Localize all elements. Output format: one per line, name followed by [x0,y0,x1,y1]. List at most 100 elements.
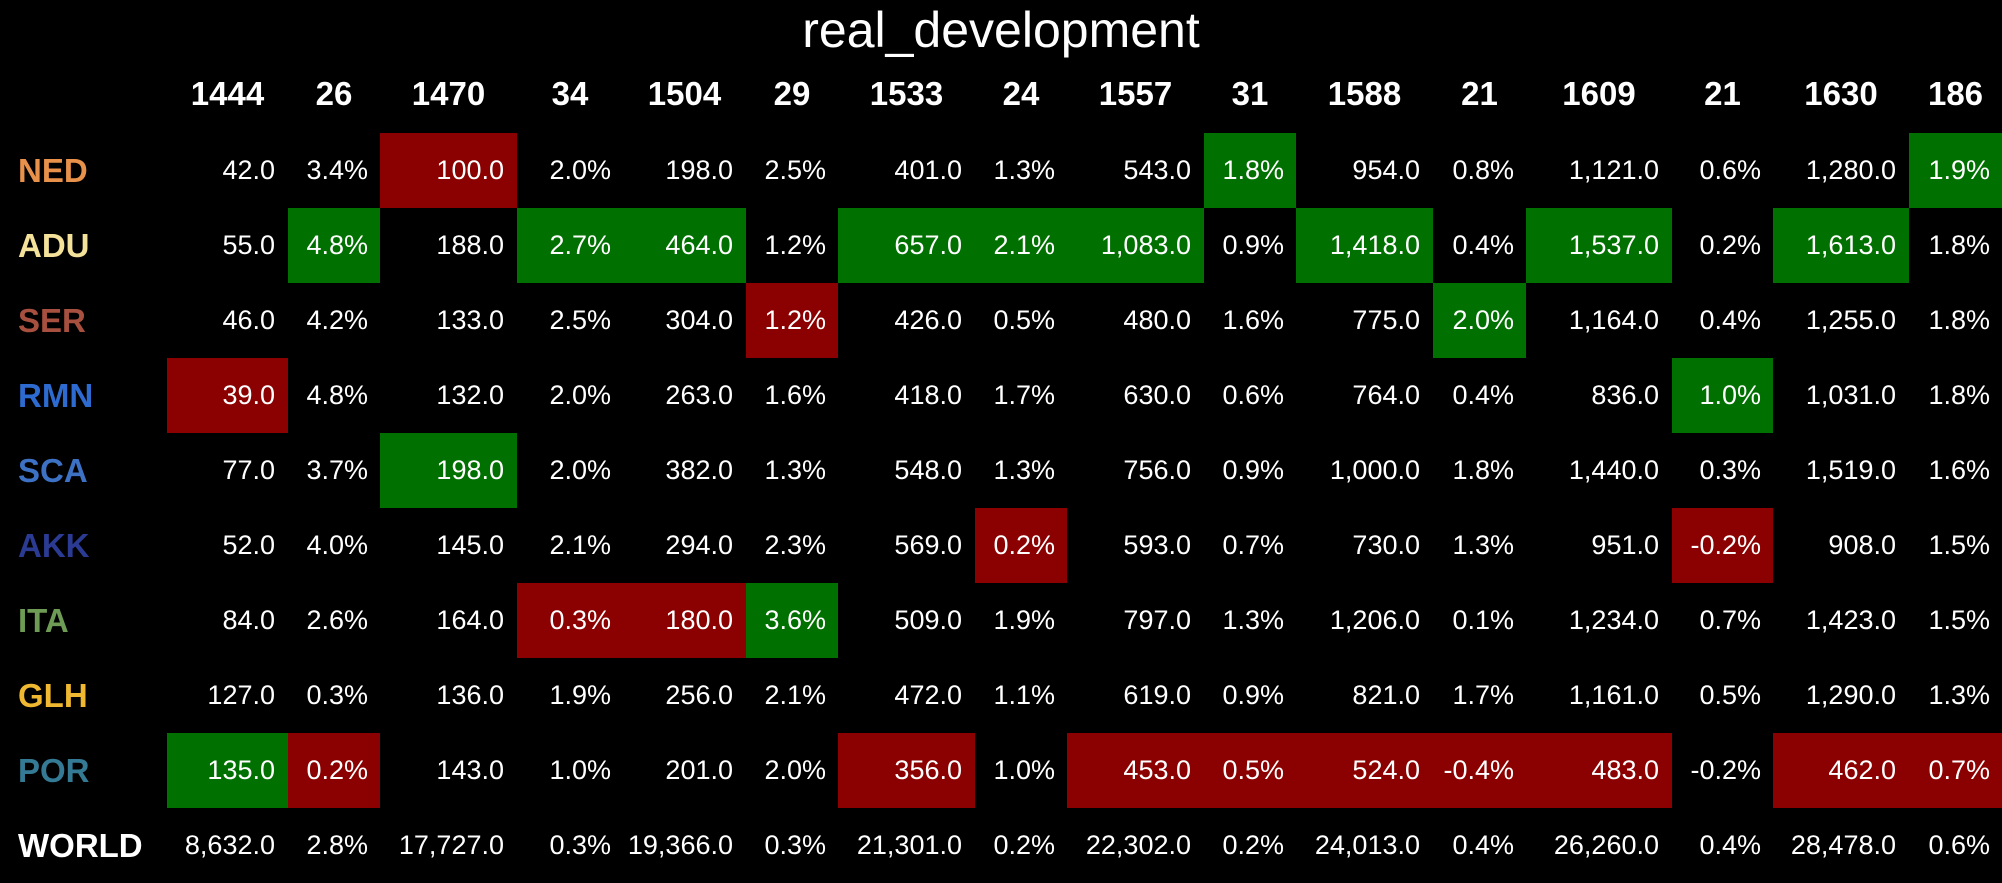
growth-cell: 2.3% [764,530,826,560]
value-cell: 775.0 [1352,305,1420,335]
growth-cell: 0.5% [1204,733,1296,808]
column-header: 1444 [190,75,265,112]
value-cell: 472.0 [894,680,962,710]
value-cell: 1,418.0 [1296,208,1433,283]
value-cell: 908.0 [1828,530,1896,560]
growth-cell: 1.9% [1909,133,2002,208]
growth-cell: 1.9% [549,680,611,710]
value-cell: 426.0 [894,305,962,335]
value-cell: 382.0 [665,455,733,485]
column-header: 24 [1002,75,1040,112]
row-label-world: WORLD [18,827,143,864]
column-header: 1609 [1562,75,1636,112]
value-cell: 1,537.0 [1526,208,1672,283]
growth-cell: 1.8% [1928,305,1990,335]
growth-cell: 1.3% [1452,530,1514,560]
column-header: 186 [1927,75,1984,112]
value-cell: 1,161.0 [1568,680,1659,710]
value-cell: 143.0 [436,755,504,785]
row-label-rmn: RMN [18,377,94,414]
growth-cell: 1.6% [1928,455,1990,485]
growth-cell: 2.1% [764,680,826,710]
value-cell: 198.0 [665,155,733,185]
value-cell: 1,280.0 [1805,155,1896,185]
value-cell: 198.0 [380,433,517,508]
growth-cell: 1.3% [993,155,1055,185]
value-cell: 145.0 [436,530,504,560]
value-cell: 19,366.0 [627,830,733,860]
value-cell: 418.0 [894,380,962,410]
value-cell: 201.0 [665,755,733,785]
growth-cell: 4.8% [306,380,368,410]
column-header: 1588 [1327,75,1402,112]
growth-cell: 0.4% [1452,230,1514,260]
growth-cell: 1.2% [764,230,826,260]
value-cell: 84.0 [222,605,275,635]
growth-cell: 2.0% [1433,283,1526,358]
value-cell: 548.0 [894,455,962,485]
value-cell: 26,260.0 [1553,830,1659,860]
value-cell: 133.0 [436,305,504,335]
growth-cell: 0.6% [1222,380,1284,410]
growth-cell: 0.6% [1928,830,1990,860]
column-header: 29 [773,75,811,112]
value-cell: 630.0 [1123,380,1191,410]
value-cell: 52.0 [222,530,275,560]
value-cell: 8,632.0 [184,830,275,860]
growth-cell: 1.5% [1928,605,1990,635]
growth-cell: 0.9% [1222,455,1284,485]
growth-cell: 1.0% [993,755,1055,785]
value-cell: 619.0 [1123,680,1191,710]
column-header: 1630 [1804,75,1878,112]
value-cell: 593.0 [1123,530,1191,560]
column-header: 1533 [869,75,944,112]
value-cell: 483.0 [1526,733,1672,808]
value-cell: 24,013.0 [1314,830,1420,860]
value-cell: 263.0 [665,380,733,410]
growth-cell: 1.5% [1928,530,1990,560]
value-cell: 127.0 [207,680,275,710]
growth-cell: 0.3% [764,830,826,860]
value-cell: 1,121.0 [1568,155,1659,185]
growth-cell: 0.3% [306,680,368,710]
growth-cell: 0.5% [993,305,1055,335]
column-header: 34 [551,75,589,112]
value-cell: 453.0 [1067,733,1204,808]
value-cell: 256.0 [665,680,733,710]
row-label-ita: ITA [18,602,69,639]
growth-cell: -0.2% [1672,508,1773,583]
growth-cell: 2.5% [549,305,611,335]
value-cell: 543.0 [1123,155,1191,185]
growth-cell: 0.2% [975,508,1067,583]
value-cell: 304.0 [665,305,733,335]
growth-cell: 2.0% [549,455,611,485]
column-header: 21 [1704,75,1741,112]
row-label-por: POR [18,752,90,789]
value-cell: 401.0 [894,155,962,185]
value-cell: 730.0 [1352,530,1420,560]
row-label-adu: ADU [18,227,90,264]
growth-cell: 0.5% [1699,680,1761,710]
value-cell: 39.0 [167,358,288,433]
value-cell: 42.0 [222,155,275,185]
value-cell: 21,301.0 [856,830,962,860]
value-cell: 77.0 [222,455,275,485]
value-cell: 509.0 [894,605,962,635]
row-label-glh: GLH [18,677,88,714]
value-cell: 188.0 [436,230,504,260]
value-cell: 764.0 [1352,380,1420,410]
growth-cell: 1.7% [1452,680,1514,710]
growth-cell: 0.3% [517,583,623,658]
value-cell: 28,478.0 [1790,830,1896,860]
growth-cell: 4.2% [306,305,368,335]
growth-cell: 1.0% [1672,358,1773,433]
value-cell: 1,423.0 [1805,605,1896,635]
value-cell: 1,613.0 [1773,208,1909,283]
value-cell: 136.0 [436,680,504,710]
column-header: 1504 [647,75,722,112]
value-cell: 524.0 [1296,733,1433,808]
growth-cell: 0.6% [1699,155,1761,185]
row-label-akk: AKK [18,527,90,564]
growth-cell: 1.2% [746,283,838,358]
